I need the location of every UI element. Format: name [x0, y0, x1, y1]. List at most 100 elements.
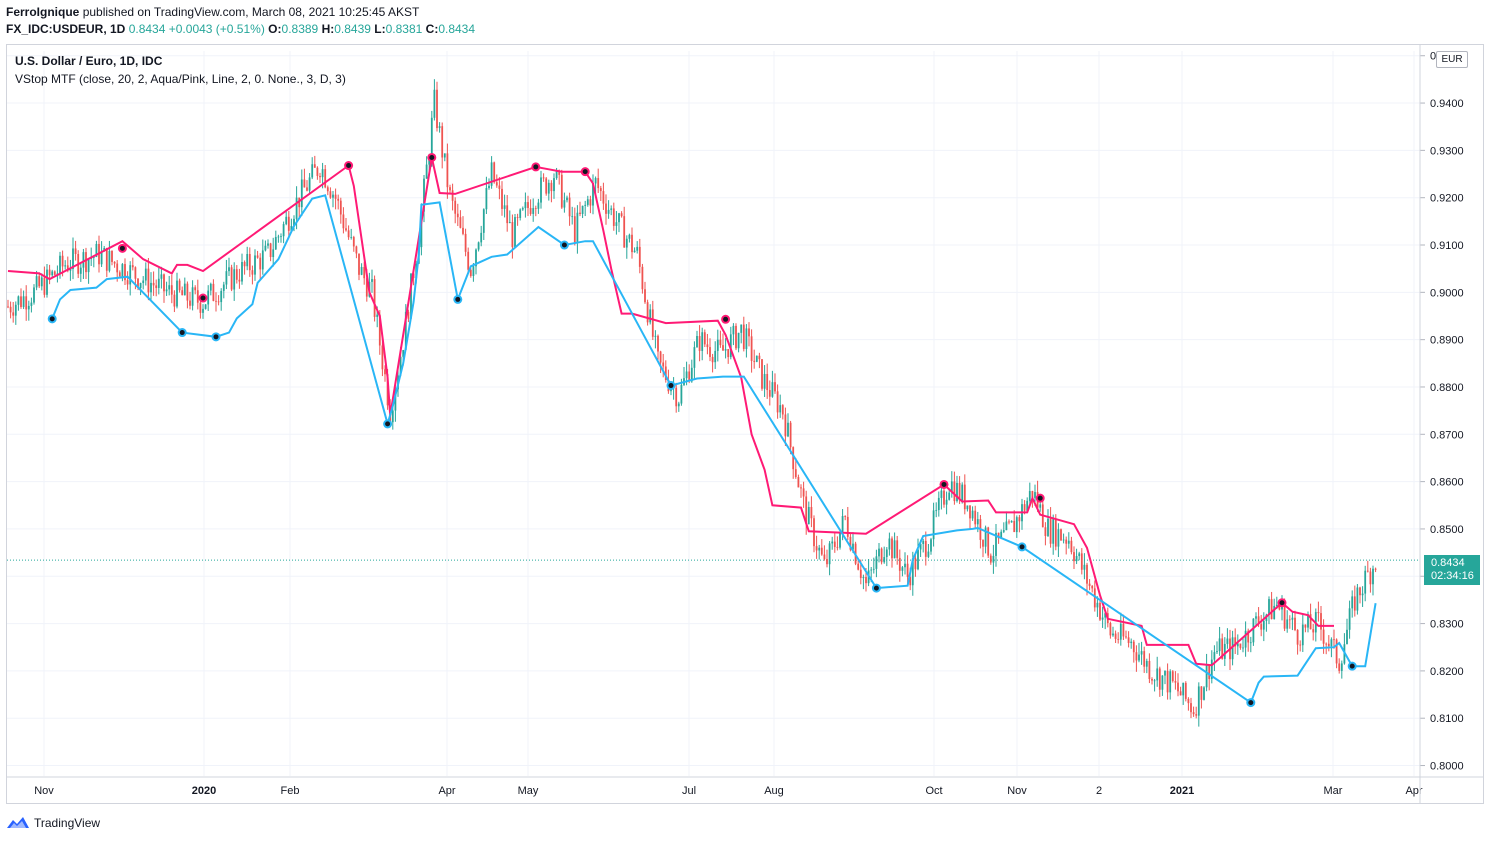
candle-body: [815, 546, 818, 551]
candle-body: [230, 267, 233, 290]
candle-body: [1322, 629, 1325, 644]
candle-body: [839, 531, 841, 548]
candle-body: [246, 253, 249, 267]
candle-body: [597, 178, 600, 189]
candle-body: [1083, 564, 1086, 570]
candle-body: [1044, 527, 1047, 536]
candle-body: [529, 207, 532, 214]
candle-body: [1174, 681, 1177, 683]
candle-body: [540, 177, 542, 203]
tradingview-footer[interactable]: TradingView: [6, 816, 100, 830]
candle-body: [706, 344, 709, 348]
candle-body: [625, 238, 628, 248]
candle-body: [82, 252, 85, 268]
vstop-marker-short: [344, 161, 354, 171]
vstop-marker-long: [666, 381, 676, 391]
candle-body: [212, 283, 215, 301]
candle-body: [875, 556, 878, 569]
candle-body: [1184, 682, 1187, 699]
candle-body: [1104, 613, 1107, 618]
vstop-marker-short: [117, 243, 127, 253]
candle-body: [14, 304, 17, 316]
candle-body: [937, 497, 940, 511]
candle-body: [321, 169, 324, 178]
candle-body: [677, 403, 680, 407]
indicator-legend[interactable]: VStop MTF (close, 20, 2, Aqua/Pink, Line…: [15, 72, 346, 86]
candle-body: [573, 216, 576, 243]
candle-body: [1093, 588, 1096, 608]
candle-body: [1054, 519, 1057, 547]
candle-body: [846, 516, 849, 537]
candle-body: [384, 369, 386, 375]
candle-body: [641, 266, 644, 290]
candle-body: [633, 250, 636, 253]
candles: [7, 79, 1377, 727]
candle-body: [186, 283, 189, 301]
candle-body: [1286, 619, 1289, 629]
candle-body: [688, 371, 691, 382]
candle-body: [35, 276, 38, 288]
candle-body: [1028, 491, 1031, 501]
series-legend[interactable]: U.S. Dollar / Euro, 1D, IDC: [15, 54, 163, 68]
candle-body: [1291, 617, 1294, 620]
axes: 0.80000.81000.82000.83000.84000.85000.86…: [6, 44, 1484, 803]
candle-body: [909, 576, 912, 586]
candle-body: [659, 351, 662, 363]
candle-body: [342, 214, 345, 229]
candle-body: [1099, 602, 1101, 620]
candle-body: [1057, 529, 1060, 547]
y-tick-label: 0.8900: [1430, 335, 1464, 347]
last-price: 0.8434: [128, 22, 166, 36]
y-tick-label: 0.8500: [1430, 524, 1464, 536]
candle-body: [781, 405, 784, 415]
candle-body: [997, 532, 1000, 539]
x-tick-label: Apr: [1405, 785, 1422, 797]
candle-body: [1213, 652, 1216, 660]
author-name[interactable]: FerroIgnique: [6, 5, 80, 19]
candle-body: [1309, 614, 1312, 630]
y-tick-label: 0.9300: [1430, 145, 1464, 157]
candle-body: [220, 290, 223, 303]
candle-body: [1000, 531, 1003, 539]
candle-body: [1109, 623, 1112, 636]
candle-body: [563, 200, 566, 208]
candle-body: [85, 252, 87, 273]
candle-body: [300, 179, 303, 208]
candle-body: [904, 563, 906, 568]
candle-body: [485, 188, 488, 210]
candle-body: [410, 273, 412, 319]
candle-body: [696, 335, 698, 348]
candle-body: [758, 355, 761, 360]
candle-body: [147, 268, 150, 293]
y-tick-label: 0.8800: [1430, 382, 1464, 394]
candle-body: [662, 362, 665, 367]
candle-body: [285, 216, 288, 225]
candle-body: [339, 200, 342, 215]
candle-body: [823, 554, 826, 560]
tradingview-logo-icon: [7, 817, 29, 828]
vstop-marker-long: [559, 240, 569, 250]
close-value: 0.8434: [438, 22, 476, 36]
candle-body: [25, 296, 28, 310]
candle-body: [1283, 602, 1286, 629]
candle-body: [303, 179, 306, 188]
y-tick-label: 0.9000: [1430, 287, 1464, 299]
x-tick-label: Jul: [682, 785, 696, 797]
candle-body: [43, 277, 46, 295]
vstop-marker-short: [1035, 493, 1045, 503]
candle-body: [1156, 668, 1159, 681]
candle-body: [126, 280, 129, 285]
candle-body: [727, 349, 730, 358]
candle-body: [74, 248, 77, 255]
candle-body: [1164, 670, 1166, 676]
candle-body: [1278, 604, 1281, 610]
candle-body: [862, 577, 865, 579]
candle-body: [805, 496, 808, 525]
currency-badge[interactable]: EUR: [1436, 51, 1468, 68]
candle-body: [550, 182, 553, 192]
vstop-short-line: [7, 157, 1334, 667]
candle-body: [319, 175, 321, 178]
candle-body: [134, 267, 137, 279]
candle-body: [1239, 643, 1242, 648]
